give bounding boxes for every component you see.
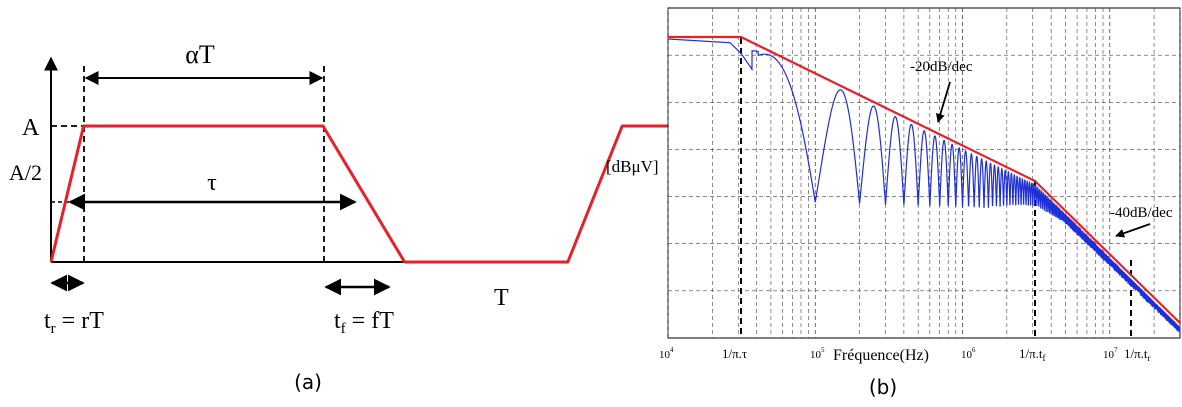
fall-time-label: tf = fT: [334, 308, 394, 337]
pi-tau-label: 1/π.τ: [722, 346, 747, 361]
half-amplitude-label: A/2: [9, 160, 42, 185]
panel-b-caption: (b): [869, 375, 897, 399]
slope-40db-arrow: [1115, 223, 1151, 238]
waveform-line: [49, 124, 677, 264]
envelope-line: [668, 35, 1181, 324]
x-axis-label: Fréquence(Hz): [833, 347, 929, 364]
x-tick-1e7: 107: [1103, 346, 1118, 361]
x-tick-1e4: 104: [659, 346, 674, 361]
pi-tf-label: 1/π.tf: [1019, 346, 1046, 363]
period-label: T: [494, 285, 509, 311]
x-tick-1e6: 106: [961, 346, 976, 361]
spectrum-grid: [667, 8, 1181, 338]
panel-b: -20dB/dec -40dB/dec [dBμV] Fréquence(Hz)…: [606, 7, 1181, 399]
y-axis-label: [dBμV]: [606, 157, 659, 176]
slope-20db-label: -20dB/dec: [910, 59, 973, 75]
pi-tr-label: 1/π.tr: [1124, 346, 1151, 363]
tau-label: τ: [207, 170, 217, 196]
spectrum-plot-frame: [667, 7, 1181, 339]
alpha-t-label: αT: [185, 40, 215, 69]
panel-a-caption: (a): [294, 370, 322, 394]
spectrum-line: [667, 38, 1181, 334]
rise-time-label: tr = rT: [44, 308, 104, 337]
slope-20db-arrow: [936, 81, 951, 123]
panel-a: αT τ A A/2 T tr = rT tf = fT (a): [9, 40, 677, 394]
slope-40db-label: -40dB/dec: [1110, 205, 1173, 221]
amplitude-label: A: [22, 115, 40, 141]
x-tick-1e5: 105: [810, 346, 825, 361]
